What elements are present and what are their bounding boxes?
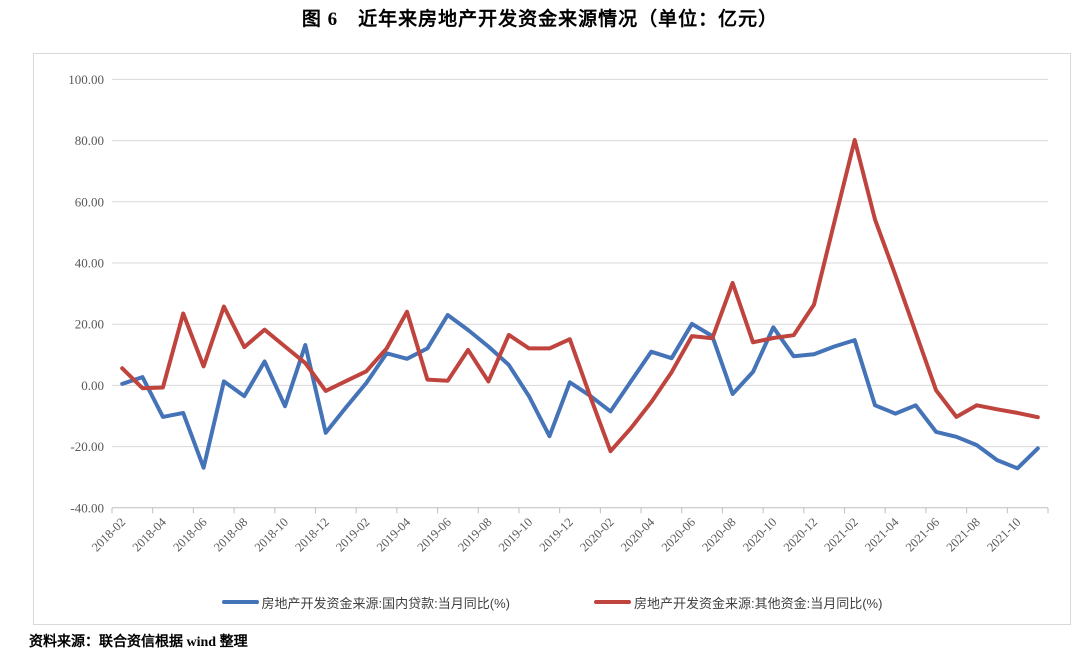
x-axis-label: 2018-06 <box>170 515 209 554</box>
legend-item-other-funds: 房地产开发资金来源:其他资金:当月同比(%) <box>594 593 882 612</box>
x-axis-label: 2021-06 <box>903 515 942 554</box>
x-axis-label-group: 2018-12 <box>292 515 331 554</box>
chart-area: 100.00 80.00 60.00 40.00 20.00 0.00 -20.00 -40.… <box>33 53 1071 625</box>
x-axis-label: 2018-08 <box>211 515 250 554</box>
x-axis-label: 2021-02 <box>821 515 860 554</box>
x-axis-label: 2019-06 <box>414 515 453 554</box>
x-axis-label-group: 2019-06 <box>414 515 453 554</box>
y-axis-label: 80.00 <box>75 133 104 148</box>
x-axis-label-group: 2020-10 <box>740 515 779 554</box>
legend-line-sample-red <box>594 600 631 604</box>
x-axis-label-group: 2021-04 <box>862 514 902 554</box>
x-axis-label-group: 2019-10 <box>496 515 535 554</box>
legend-line-sample-blue <box>221 600 259 604</box>
legend-label-domestic-loans: 房地产开发资金来源:国内贷款:当月同比(%) <box>261 595 510 611</box>
x-axis-label: 2021-10 <box>984 515 1023 554</box>
line-chart: 100.00 80.00 60.00 40.00 20.00 0.00 -20.00 -40.… <box>68 72 1049 554</box>
x-axis-label-group: 2018-02 <box>89 515 128 554</box>
x-axis-label-group: 2019-12 <box>537 515 576 554</box>
x-axis-label: 2019-12 <box>537 515 576 554</box>
x-axis-label-group: 2020-06 <box>659 515 698 554</box>
x-axis-label: 2019-08 <box>455 515 494 554</box>
source-note: 资料来源：联合资信根据 wind 整理 <box>29 635 248 650</box>
y-axis-label: 40.00 <box>75 256 104 271</box>
x-axis-label: 2018-04 <box>130 514 170 554</box>
x-axis-label: 2019-02 <box>333 515 372 554</box>
y-axis-label: 60.00 <box>75 194 104 209</box>
series-line-0 <box>120 313 1040 471</box>
x-axis-label: 2018-12 <box>292 515 331 554</box>
x-axis-label-group: 2018-06 <box>170 515 209 554</box>
x-axis-label-group: 2019-02 <box>333 515 372 554</box>
x-axis-label-group: 2019-08 <box>455 515 494 554</box>
x-axis-label-group: 2020-12 <box>781 515 820 554</box>
x-axis-label: 2021-08 <box>944 515 983 554</box>
legend-item-domestic-loans: 房地产开发资金来源:国内贷款:当月同比(%) <box>221 593 510 612</box>
x-axis-label-group: 2019-04 <box>374 514 414 554</box>
series-line-1 <box>120 138 1040 454</box>
x-axis-label: 2020-04 <box>618 514 658 554</box>
x-axis-label-group: 2021-02 <box>821 515 860 554</box>
y-axis-label: -40.00 <box>70 500 104 515</box>
x-axis-label-group: 2018-04 <box>130 514 170 554</box>
y-axis-label: 20.00 <box>75 317 104 332</box>
x-axis-label-group: 2018-10 <box>252 515 291 554</box>
y-axis-label: -20.00 <box>70 439 104 454</box>
x-axis-label: 2018-02 <box>89 515 128 554</box>
x-axis-label: 2019-04 <box>374 514 414 554</box>
x-axis-label-group: 2021-06 <box>903 515 942 554</box>
x-axis-label: 2020-06 <box>659 515 698 554</box>
x-axis-label-group: 2020-02 <box>577 515 616 554</box>
y-axis-label: 100.00 <box>68 72 104 87</box>
x-axis-label-group: 2021-08 <box>944 515 983 554</box>
x-axis-label: 2019-10 <box>496 515 535 554</box>
x-axis-label: 2020-10 <box>740 515 779 554</box>
x-axis-label-group: 2020-08 <box>699 515 738 554</box>
chart-legend: 房地产开发资金来源:国内贷款:当月同比(%) 房地产开发资金来源:其他资金:当月… <box>34 591 1070 613</box>
x-axis-label: 2020-02 <box>577 515 616 554</box>
x-axis-label: 2021-04 <box>862 514 902 554</box>
x-axis-label: 2018-10 <box>252 515 291 554</box>
y-axis-label: 0.00 <box>81 378 104 393</box>
x-axis-label-group: 2021-10 <box>984 515 1023 554</box>
chart-title: 图 6 近年来房地产开发资金来源情况（单位：亿元） <box>301 9 779 30</box>
legend-label-other-funds: 房地产开发资金来源:其他资金:当月同比(%) <box>634 595 883 611</box>
x-axis-label: 2020-08 <box>699 515 738 554</box>
x-axis-label-group: 2018-08 <box>211 515 250 554</box>
x-axis-label: 2020-12 <box>781 515 820 554</box>
x-axis-label-group: 2020-04 <box>618 514 658 554</box>
